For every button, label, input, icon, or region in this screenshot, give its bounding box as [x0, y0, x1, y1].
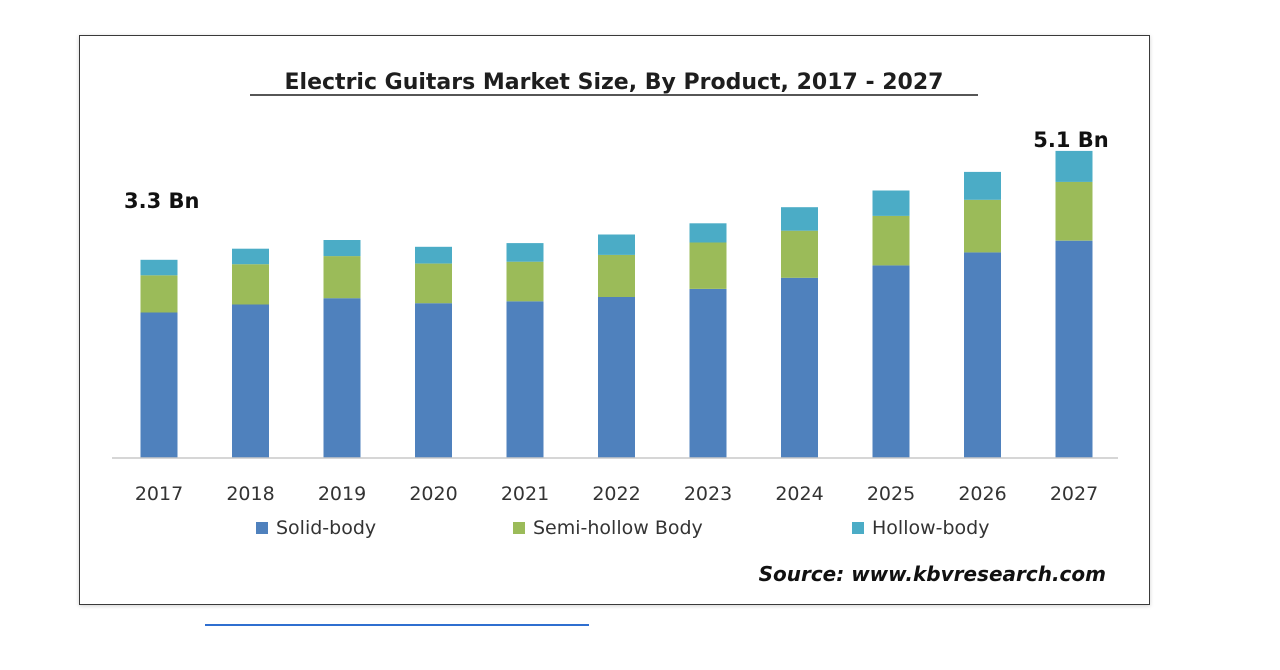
legend-swatch-hollow-body: [852, 522, 864, 534]
bar-hollow-body-2023: [689, 223, 727, 243]
bar-hollow-body-2025: [872, 190, 910, 216]
bar-solid-body-2027: [1055, 240, 1093, 458]
bar-solid-body-2023: [689, 289, 727, 458]
bar-hollow-body-2017: [140, 259, 178, 276]
x-tick-label-2018: 2018: [226, 483, 274, 505]
bars-group: [140, 150, 1093, 458]
bar-semi-hollow-body-2018: [232, 264, 269, 305]
x-tick-label-2026: 2026: [958, 483, 1006, 505]
bar-semi-hollow-body-2027: [1055, 181, 1093, 241]
bar-semi-hollow-body-2017: [140, 275, 178, 313]
bar-solid-body-2026: [964, 252, 1001, 458]
legend-label-semi-hollow-body: Semi-hollow Body: [533, 517, 703, 539]
bar-semi-hollow-body-2026: [964, 199, 1001, 253]
bar-semi-hollow-body-2019: [323, 256, 361, 299]
bar-solid-body-2018: [232, 304, 269, 458]
bar-solid-body-2019: [323, 298, 361, 458]
bar-semi-hollow-body-2020: [415, 263, 452, 304]
bar-hollow-body-2024: [781, 207, 818, 231]
x-tick-label-2019: 2019: [318, 483, 366, 505]
data-labels: 3.3 Bn 5.1 Bn: [124, 128, 1109, 213]
x-tick-label-2021: 2021: [501, 483, 549, 505]
bar-semi-hollow-body-2024: [781, 230, 818, 278]
bar-semi-hollow-body-2023: [689, 242, 727, 289]
bar-solid-body-2021: [506, 301, 544, 458]
bar-semi-hollow-body-2022: [598, 254, 635, 297]
x-tick-label-2020: 2020: [409, 483, 457, 505]
chart-title: Electric Guitars Market Size, By Product…: [285, 70, 944, 95]
x-tick-label-2017: 2017: [135, 483, 183, 505]
legend-label-hollow-body: Hollow-body: [872, 517, 989, 539]
bar-semi-hollow-body-2021: [506, 261, 544, 302]
legend-swatch-semi-hollow-body: [513, 522, 525, 534]
legend: Solid-body Semi-hollow Body Hollow-body: [256, 517, 989, 539]
x-tick-label-2024: 2024: [775, 483, 823, 505]
x-tick-label-2023: 2023: [684, 483, 732, 505]
bar-solid-body-2020: [415, 303, 452, 458]
x-tick-label-2027: 2027: [1050, 483, 1098, 505]
x-tick-label-2022: 2022: [592, 483, 640, 505]
bar-hollow-body-2019: [323, 240, 361, 257]
x-axis-ticks: 2017 2018 2019 2020 2021 2022 2023 2024 2025 2026…: [135, 483, 1098, 505]
bar-semi-hollow-body-2025: [872, 215, 910, 266]
source-text: Source: www.kbvresearch.com: [759, 562, 1106, 586]
data-label-2027: 5.1 Bn: [1033, 128, 1108, 152]
bar-hollow-body-2018: [232, 248, 269, 265]
bar-hollow-body-2020: [415, 246, 452, 264]
bar-hollow-body-2022: [598, 234, 635, 255]
bar-hollow-body-2027: [1055, 150, 1093, 182]
data-label-2017: 3.3 Bn: [124, 189, 199, 213]
legend-label-solid-body: Solid-body: [276, 517, 376, 539]
x-tick-label-2025: 2025: [867, 483, 915, 505]
bar-hollow-body-2021: [506, 243, 544, 262]
bar-solid-body-2025: [872, 265, 910, 458]
bar-solid-body-2024: [781, 277, 818, 458]
bar-solid-body-2017: [140, 312, 178, 458]
legend-swatch-solid-body: [256, 522, 268, 534]
bar-hollow-body-2026: [964, 171, 1001, 200]
link-underline: [205, 624, 589, 626]
bar-solid-body-2022: [598, 297, 635, 458]
